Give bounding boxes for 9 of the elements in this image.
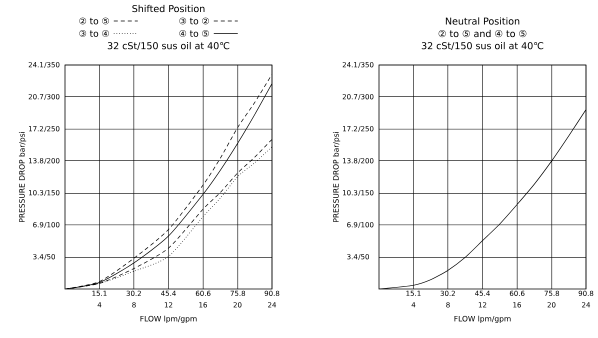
legend-label: ③ to ④ (79, 30, 109, 37)
chart-title: Neutral Position (446, 17, 520, 25)
legend-label: ④ to ⑤ (179, 30, 209, 37)
legend-label: ③ to ② (179, 18, 209, 24)
chart-subtitle: 32 cSt/150 sus oil at 40℃ (422, 42, 544, 50)
chart-subtitle: 32 cSt/150 sus oil at 40℃ (108, 42, 230, 50)
text: ② to ⑤ and ④ to ⑤ (438, 30, 526, 38)
legend-label: ② to ⑤ (79, 18, 109, 24)
chart-title: Shifted Position (132, 4, 204, 12)
